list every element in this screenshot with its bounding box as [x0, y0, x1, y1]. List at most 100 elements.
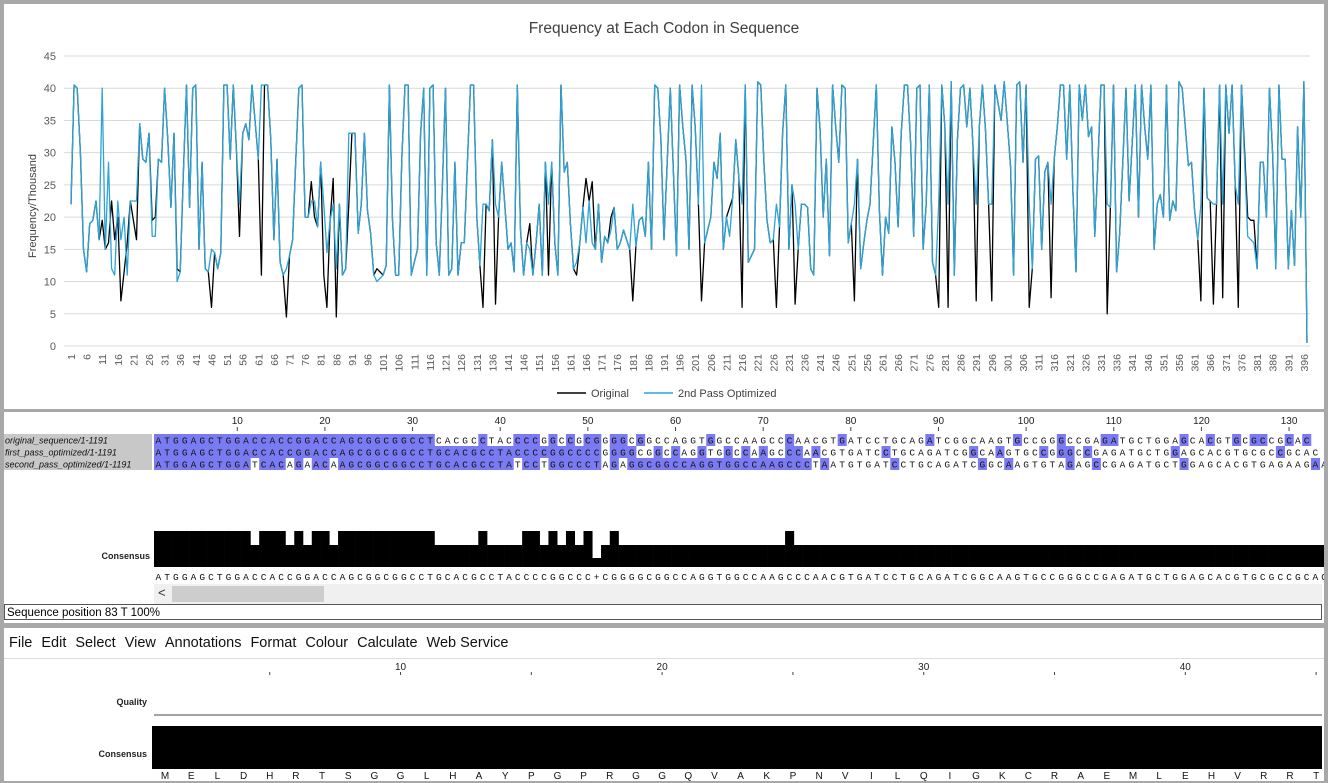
menu-web-service[interactable]: Web Service: [426, 635, 509, 651]
consensus-nucleotide: C: [1260, 572, 1266, 583]
consensus-nucleotide: C: [804, 572, 810, 583]
nucleotide: A: [313, 448, 319, 459]
identity-cell: [390, 458, 400, 470]
menu-colour[interactable]: Colour: [305, 635, 349, 651]
menu-edit[interactable]: Edit: [41, 635, 67, 651]
consensus-bar: [1214, 545, 1224, 567]
nucleotide: G: [305, 436, 311, 447]
menu-view[interactable]: View: [124, 635, 156, 651]
nucleotide: G: [1242, 460, 1248, 471]
identity-cell: [653, 446, 663, 458]
nucleotide: G: [550, 448, 556, 459]
consensus-nucleotide: G: [375, 572, 381, 583]
nucleotide: A: [156, 460, 162, 471]
nucleotide: C: [445, 460, 451, 471]
identity-cell: [452, 446, 462, 458]
consensus-residue: H: [266, 771, 273, 781]
identity-cell: [487, 446, 497, 458]
identity-cell: [338, 458, 348, 470]
identity-cell: [180, 434, 190, 446]
nucleotide: G: [918, 460, 924, 471]
nucleotide: C: [1234, 460, 1240, 471]
menu-file[interactable]: File: [9, 635, 33, 651]
consensus-residue: H: [1208, 771, 1215, 781]
consensus-residue: T: [1313, 771, 1319, 781]
nucleotide: G: [778, 460, 784, 471]
nucleotide: C: [778, 436, 784, 447]
consensus-bar: [162, 531, 172, 567]
sequence-name[interactable]: second_pass_optimized/1-1191: [5, 460, 131, 470]
nucleotide: G: [716, 436, 722, 447]
consensus-nucleotide: C: [830, 572, 836, 583]
identity-cell: [355, 434, 365, 446]
consensus-nucleotide: C: [524, 572, 530, 583]
nucleotide: C: [576, 460, 582, 471]
sequence-name[interactable]: original_sequence/1-1191: [5, 436, 108, 446]
nucleotide: C: [559, 436, 565, 447]
nucleotide: G: [988, 460, 994, 471]
nucleotide: G: [892, 436, 898, 447]
nucleotide: C: [909, 448, 915, 459]
consensus-nucleotide: A: [822, 572, 828, 583]
nucleotide: C: [778, 448, 784, 459]
consensus-residue: L: [215, 771, 221, 781]
nucleotide: T: [1120, 436, 1126, 447]
identity-cell: [583, 446, 593, 458]
nucleotide: A: [506, 448, 512, 459]
nucleotide: C: [629, 436, 635, 447]
scroll-left-arrow-icon[interactable]: <: [158, 585, 166, 600]
nucleotide: C: [252, 448, 258, 459]
x-tick-label: 276: [924, 354, 936, 372]
scrollbar-thumb[interactable]: [172, 586, 324, 602]
horizontal-scrollbar[interactable]: <: [154, 584, 1322, 604]
x-tick-label: 156: [550, 354, 562, 372]
nucleotide: C: [1251, 448, 1257, 459]
nucleotide: G: [559, 460, 565, 471]
nucleotide: C: [1295, 448, 1301, 459]
menu-annotations[interactable]: Annotations: [164, 635, 242, 651]
consensus-nucleotide: T: [427, 572, 433, 583]
nucleotide: G: [1164, 436, 1170, 447]
nucleotide: G: [1111, 460, 1117, 471]
identity-cell: [206, 458, 216, 470]
consensus-nucleotide: C: [357, 572, 363, 583]
nucleotide: A: [454, 448, 460, 459]
protein-annotation-view[interactable]: 10 20 30 40 Quality Consensus M E L D H R T S G G L H A…: [4, 658, 1324, 781]
identity-cell: [381, 458, 391, 470]
alignment-view[interactable]: 10 20 30 40 50 60 70 80 90 100 110 120 130 original_…: [4, 412, 1328, 584]
nucleotide: C: [1286, 436, 1292, 447]
consensus-bar: [267, 531, 278, 567]
menu-select[interactable]: Select: [75, 635, 116, 651]
identity-cell: [723, 458, 733, 470]
consensus-nucleotide: C: [1155, 572, 1161, 583]
identity-cell: [1179, 434, 1189, 446]
nucleotide: T: [164, 436, 170, 447]
consensus-bar: [346, 531, 356, 567]
nucleotide: A: [1295, 436, 1301, 447]
consensus-nucleotide: G: [1181, 572, 1187, 583]
consensus-bar: [206, 531, 216, 567]
x-tick-label: 371: [1221, 354, 1233, 372]
x-tick-label: 136: [487, 354, 499, 372]
consensus-bar: [723, 545, 733, 567]
nucleotide: C: [524, 436, 530, 447]
consensus-residue: Q: [684, 771, 692, 781]
sequence-name[interactable]: first_pass_optimized/1-1191: [5, 448, 117, 458]
nucleotide: C: [1067, 436, 1073, 447]
consensus-nucleotide: C: [1286, 572, 1292, 583]
consensus-residue: P: [790, 771, 797, 781]
nucleotide: A: [822, 460, 828, 471]
menu-format[interactable]: Format: [250, 635, 297, 651]
nucleotide: A: [497, 436, 503, 447]
consensus-residue: A: [1077, 771, 1084, 781]
identity-cell: [408, 458, 418, 470]
nucleotide: C: [971, 460, 977, 471]
nucleotide: A: [340, 436, 346, 447]
menu-calculate[interactable]: Calculate: [357, 635, 418, 651]
nucleotide: A: [331, 460, 337, 471]
nucleotide: C: [515, 448, 521, 459]
nucleotide: C: [410, 460, 416, 471]
identity-cell: [399, 434, 409, 446]
consensus-residue: I: [870, 771, 873, 781]
consensus-nucleotide: G: [1120, 572, 1126, 583]
